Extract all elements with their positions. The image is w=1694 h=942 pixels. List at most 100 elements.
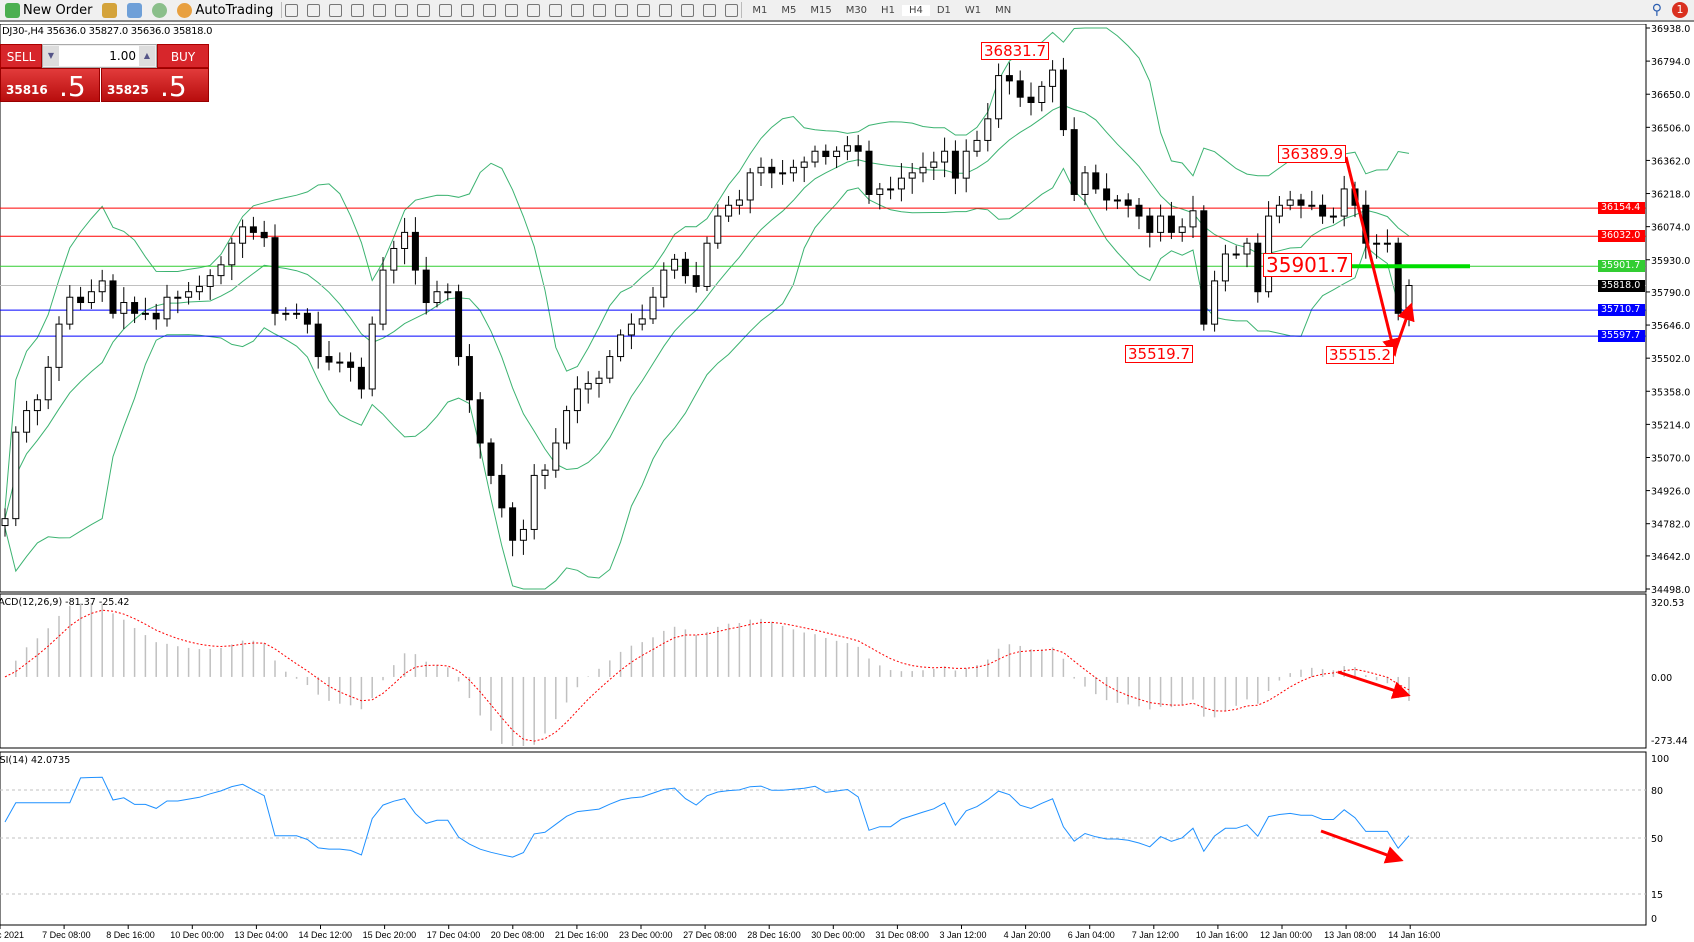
candle-body bbox=[681, 258, 689, 277]
auto-scroll-icon[interactable] bbox=[417, 3, 431, 17]
candle bbox=[638, 304, 646, 331]
timeframe-mn[interactable]: MN bbox=[995, 4, 1012, 16]
equidistant-channel-icon[interactable] bbox=[637, 3, 651, 17]
candle bbox=[379, 256, 387, 331]
candle bbox=[1265, 201, 1273, 298]
annotation-low[interactable]: 35519.7 bbox=[1125, 345, 1194, 363]
candle-body bbox=[995, 75, 1003, 120]
candle bbox=[325, 340, 333, 371]
zoom-out-icon[interactable] bbox=[373, 3, 387, 17]
candle-body bbox=[1373, 242, 1381, 245]
time-axis-label: 4 Jan 20:00 bbox=[1004, 930, 1051, 940]
timeframe-m5[interactable]: M5 bbox=[781, 4, 797, 16]
timeframe-h1[interactable]: H1 bbox=[881, 4, 895, 16]
candle-body bbox=[692, 275, 700, 287]
macd-label: MACD(12,26,9) -81.37 -25.42 bbox=[0, 597, 130, 608]
price-tick-label: 36938.0 bbox=[1651, 24, 1690, 35]
lot-increase-button[interactable]: ▲ bbox=[139, 46, 155, 66]
lot-size-input[interactable] bbox=[59, 46, 139, 66]
candlestick-icon[interactable] bbox=[307, 3, 321, 17]
one-click-trading-panel: SELL ▼ ▲ BUY 35816.5 35825.5 bbox=[0, 44, 209, 103]
timeframe-m30[interactable]: M30 bbox=[845, 4, 868, 16]
time-axis-label: 15 Dec 20:00 bbox=[363, 930, 417, 940]
search-icon[interactable]: ⚲ bbox=[1651, 2, 1662, 18]
new-order-button[interactable]: New Order bbox=[0, 0, 97, 20]
candle-body bbox=[703, 242, 711, 287]
timeframe-w1[interactable]: W1 bbox=[964, 4, 982, 16]
price-tick-label: 34642.0 bbox=[1651, 552, 1690, 563]
arrows-icon[interactable] bbox=[725, 3, 739, 17]
annotation-level[interactable]: 35901.7 bbox=[1263, 253, 1352, 277]
lot-decrease-button[interactable]: ▼ bbox=[43, 46, 59, 66]
indicators-icon[interactable] bbox=[461, 3, 475, 17]
annotation-swing-high[interactable]: 36389.9 bbox=[1278, 145, 1347, 163]
candle-body bbox=[1113, 199, 1121, 202]
annotation-swing-low[interactable]: 35515.2 bbox=[1326, 346, 1395, 364]
candle bbox=[411, 217, 419, 285]
candle bbox=[1254, 233, 1262, 303]
candle-body bbox=[66, 296, 74, 325]
candle-body bbox=[833, 150, 841, 158]
candle-body bbox=[1005, 75, 1013, 82]
timeframe-d1[interactable]: D1 bbox=[936, 4, 951, 16]
candle-body bbox=[1340, 188, 1348, 217]
sell-button[interactable]: SELL bbox=[0, 44, 42, 68]
candle bbox=[1275, 196, 1283, 224]
text-label-icon[interactable] bbox=[703, 3, 717, 17]
candle-body bbox=[1243, 242, 1251, 255]
periods-icon[interactable] bbox=[483, 3, 497, 17]
candle-body bbox=[44, 366, 52, 401]
buy-button[interactable]: BUY bbox=[157, 44, 209, 68]
candle bbox=[1297, 193, 1305, 219]
candle-body bbox=[1070, 129, 1078, 195]
candle bbox=[908, 162, 916, 194]
timeframe-m15[interactable]: M15 bbox=[810, 4, 832, 16]
sell-price[interactable]: 35816.5 bbox=[0, 68, 100, 103]
horizontal-line-icon[interactable] bbox=[593, 3, 607, 17]
market-watch-icon[interactable] bbox=[102, 2, 118, 18]
cursor-icon[interactable] bbox=[527, 3, 541, 17]
candle-body bbox=[843, 145, 851, 152]
chart-canvas[interactable]: 36938.0 36794.0 36650.0 36506.0 36362.0 36218… bbox=[0, 24, 1694, 942]
candle bbox=[995, 63, 1003, 128]
autotrading-button[interactable]: AutoTrading bbox=[172, 0, 278, 20]
timeframe-m1[interactable]: M1 bbox=[752, 4, 768, 16]
price-tick-label: 36506.0 bbox=[1651, 123, 1690, 134]
annotation-high[interactable]: 36831.7 bbox=[981, 42, 1050, 60]
price-line-tag: 35710.7 bbox=[1598, 304, 1645, 317]
notification-badge[interactable]: 1 bbox=[1672, 2, 1688, 18]
candle bbox=[141, 297, 149, 321]
fibonacci-icon[interactable] bbox=[659, 3, 673, 17]
zoom-in-icon[interactable] bbox=[351, 3, 365, 17]
time-axis-label: 7 Dec 08:00 bbox=[42, 930, 91, 940]
price-tick-label: 36074.0 bbox=[1651, 223, 1690, 234]
candle bbox=[746, 168, 754, 214]
candle-body bbox=[941, 150, 949, 163]
tile-windows-icon[interactable] bbox=[395, 3, 409, 17]
chart-shift-icon[interactable] bbox=[439, 3, 453, 17]
candle-body bbox=[757, 166, 765, 174]
line-chart-icon[interactable] bbox=[329, 3, 343, 17]
templates-icon[interactable] bbox=[505, 3, 519, 17]
candle bbox=[66, 285, 74, 330]
time-axis-label: 6 Jan 04:00 bbox=[1068, 930, 1115, 940]
candle bbox=[1221, 244, 1229, 292]
candle-body bbox=[357, 366, 365, 390]
vertical-line-icon[interactable] bbox=[571, 3, 585, 17]
price-tick-label: 36362.0 bbox=[1651, 156, 1690, 167]
trendline-icon[interactable] bbox=[615, 3, 629, 17]
candle-body bbox=[195, 285, 203, 293]
candle-body bbox=[1167, 215, 1175, 233]
chart-bars-icon[interactable] bbox=[285, 3, 299, 17]
candle bbox=[714, 204, 722, 249]
navigator-icon[interactable] bbox=[127, 2, 143, 18]
rsi-tick-label: 50 bbox=[1651, 834, 1663, 845]
candle bbox=[33, 394, 41, 426]
crosshair-icon[interactable] bbox=[549, 3, 563, 17]
candle bbox=[1070, 117, 1078, 201]
signals-icon[interactable] bbox=[152, 2, 168, 18]
text-icon[interactable] bbox=[681, 3, 695, 17]
timeframe-h4[interactable]: H4 bbox=[901, 4, 930, 16]
candle-body bbox=[617, 334, 625, 358]
buy-price[interactable]: 35825.5 bbox=[101, 68, 209, 103]
